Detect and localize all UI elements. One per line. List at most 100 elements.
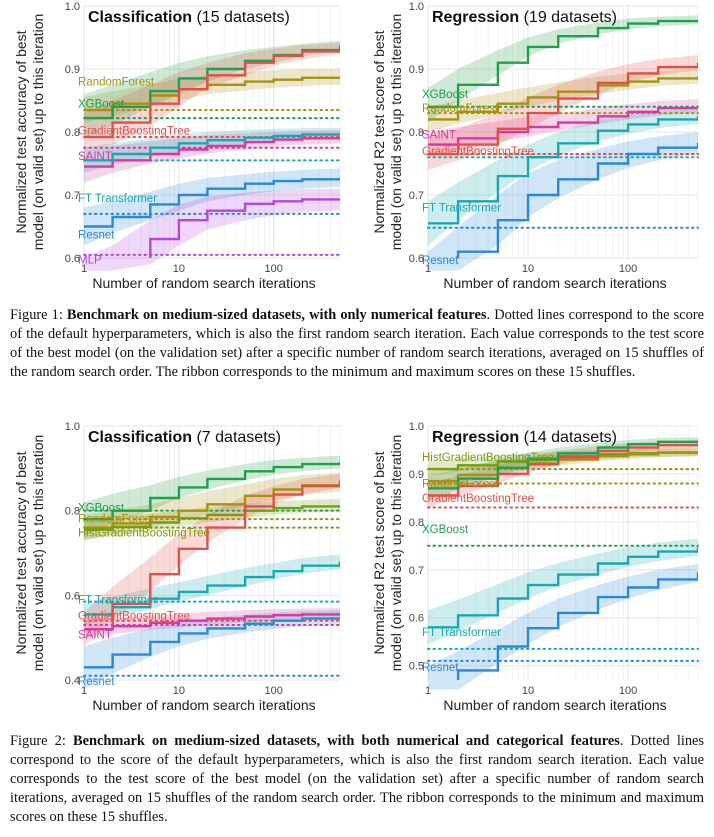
figure-1-bold: Benchmark on medium-sized datasets, with… bbox=[66, 307, 487, 323]
c2-xtick-label: 1 bbox=[81, 685, 87, 697]
c1-ytick-label: 0.6 bbox=[409, 253, 424, 265]
c3-xgboost-ribbon bbox=[428, 437, 698, 501]
figure-2-bold: Benchmark on medium-sized datasets, with… bbox=[72, 733, 620, 749]
c3-resnet-ribbon bbox=[428, 564, 698, 690]
c2-histgradientboostingtree-line bbox=[84, 505, 340, 531]
c1-ylabel: Normalized R2 test score of best bbox=[371, 30, 387, 233]
c0-title-bold: Classification bbox=[88, 9, 192, 26]
c3-histgradientboostingtree-label: HistGradientBoostingTree bbox=[422, 452, 554, 464]
c3-ft-transformer-label: FT Transformer bbox=[422, 627, 501, 639]
c3-ytick-label: 0.9 bbox=[409, 469, 424, 481]
c2-plot-area bbox=[84, 426, 340, 680]
c0-saint-line bbox=[84, 137, 340, 168]
c0-mlp-line bbox=[149, 198, 340, 258]
c1-ft-transformer-ribbon bbox=[428, 107, 698, 246]
c0-saint-label: SAINT bbox=[78, 151, 112, 163]
c0-resnet-label: Resnet bbox=[78, 230, 115, 242]
c3-ytick-label: 0.8 bbox=[409, 517, 424, 529]
c2-saint-label: SAINT bbox=[78, 629, 112, 641]
c0-saint-ribbon bbox=[84, 130, 340, 183]
c0-title-rest: (15 datasets) bbox=[192, 9, 290, 26]
c0-grid bbox=[83, 5, 341, 259]
c3-xlabel: Number of random search iterations bbox=[443, 697, 666, 713]
c2-randomforest-label: RandomForest bbox=[78, 513, 155, 525]
c2-title: Classification (7 datasets) bbox=[88, 429, 281, 446]
c1-xgboost-label: XGBoost bbox=[422, 89, 469, 101]
c2-title-bold: Classification bbox=[88, 429, 192, 446]
c3-xtick-label: 100 bbox=[619, 685, 637, 697]
c2-gradientboostingtree-ribbon bbox=[84, 473, 340, 647]
c2-saint-line bbox=[84, 613, 340, 631]
figure-1-label: Figure 1: bbox=[10, 307, 63, 323]
c2-ytick-label: 0.4 bbox=[65, 675, 80, 687]
c2-ytick-label: 0.6 bbox=[65, 590, 80, 602]
c0-randomforest-ribbon bbox=[84, 69, 340, 123]
figure-2-caption: Figure 2: Benchmark on medium-sized data… bbox=[10, 732, 704, 827]
c2-xtick-label: 100 bbox=[265, 685, 283, 697]
c3-ytick-label: 1.0 bbox=[409, 421, 424, 433]
c2-title-rest: (7 datasets) bbox=[192, 429, 281, 446]
c2-resnet-line bbox=[84, 617, 340, 669]
c3-ft-transformer-line bbox=[428, 546, 698, 629]
chart-f1-regression: XGBoost RandomForest SAINT GradientBoosting… bbox=[371, 1, 699, 291]
c0-ylabel: Normalized test accuracy of best bbox=[13, 30, 29, 233]
c3-ylabel: Normalized R2 test score of best bbox=[371, 451, 387, 654]
figure-2-rest: . Dotted lines correspond to the score o… bbox=[10, 733, 704, 825]
c2-ytick-label: 1.0 bbox=[65, 421, 80, 433]
c0-resnet-ribbon bbox=[84, 168, 340, 246]
c2-histgradientboostingtree-label: HistGradientBoostingTree bbox=[78, 528, 210, 540]
c0-mlp-label: MLP bbox=[78, 254, 102, 266]
c1-resnet-ribbon bbox=[428, 132, 698, 271]
c2-resnet-ribbon bbox=[84, 610, 340, 689]
c3-ft-transformer-ribbon bbox=[428, 538, 698, 645]
c3-resnet-label: Resnet bbox=[422, 662, 459, 674]
c0-ytick-label: 0.7 bbox=[65, 190, 80, 202]
c0-xtick-label: 10 bbox=[173, 263, 185, 275]
c2-ft-transformer-label: FT Transformer bbox=[78, 595, 157, 607]
c2-xgboost-line bbox=[84, 462, 340, 521]
c0-ytick-label: 0.9 bbox=[65, 64, 80, 76]
c3-xtick-label: 10 bbox=[522, 685, 534, 697]
c3-gradientboostingtree-label: GradientBoostingTree bbox=[422, 493, 534, 505]
c1-saint-label: SAINT bbox=[422, 130, 456, 142]
c1-xgboost-line bbox=[428, 19, 698, 108]
figure-1-caption: Figure 1: Benchmark on medium-sized data… bbox=[10, 306, 704, 382]
c1-randomforest-line bbox=[428, 76, 698, 121]
c3-title-bold: Regression bbox=[432, 429, 519, 446]
c1-ytick-label: 0.7 bbox=[409, 190, 424, 202]
c1-title: Regression (19 datasets) bbox=[432, 9, 617, 26]
chart-f1-classification: RandomForest XGBoost GradientBoostingTree S… bbox=[13, 1, 341, 291]
c1-ft-transformer-label: FT Transformer bbox=[422, 203, 501, 215]
c1-ytick-label: 0.8 bbox=[409, 127, 424, 139]
c3-ytick-label: 0.7 bbox=[409, 565, 424, 577]
c1-xtick-label: 10 bbox=[522, 263, 534, 275]
figure-2-label: Figure 2: bbox=[10, 733, 66, 749]
c1-title-rest: (19 datasets) bbox=[519, 9, 617, 26]
c2-ytick-label: 0.8 bbox=[65, 506, 80, 518]
c1-xlabel: Number of random search iterations bbox=[443, 275, 666, 291]
c2-resnet-label: Resnet bbox=[78, 676, 115, 688]
c2-ylabel: Normalized test accuracy of best bbox=[13, 451, 29, 654]
c1-saint-line bbox=[428, 105, 698, 146]
c0-ft-transformer-line bbox=[84, 133, 340, 162]
c0-ytick-label: 0.8 bbox=[65, 127, 80, 139]
c1-gradientboostingtree-ribbon bbox=[428, 55, 698, 170]
c3-ytick-label: 0.5 bbox=[409, 661, 424, 673]
c0-resnet-line bbox=[84, 178, 340, 228]
c3-xtick-label: 1 bbox=[425, 685, 431, 697]
c3-randomforest-label: RandomForest bbox=[422, 479, 499, 491]
c1-gradientboostingtree-label: GradientBoostingTree bbox=[422, 146, 534, 158]
c0-xtick-label: 100 bbox=[265, 263, 283, 275]
c0-title: Classification (15 datasets) bbox=[88, 9, 290, 26]
c0-ft-transformer-label: FT Transformer bbox=[78, 193, 157, 205]
c1-ylabel: model (on valid set) up to this iteratio… bbox=[388, 14, 404, 251]
c1-ft-transformer-line bbox=[428, 115, 698, 225]
c1-resnet-label: Resnet bbox=[422, 255, 459, 267]
c3-xgboost-label: XGBoost bbox=[422, 524, 469, 536]
c3-ylabel: model (on valid set) up to this iteratio… bbox=[388, 435, 404, 672]
c3-title-rest: (14 datasets) bbox=[519, 429, 617, 446]
c1-ytick-label: 1.0 bbox=[409, 1, 424, 13]
c2-xtick-label: 10 bbox=[173, 685, 185, 697]
c1-xtick-label: 100 bbox=[619, 263, 637, 275]
